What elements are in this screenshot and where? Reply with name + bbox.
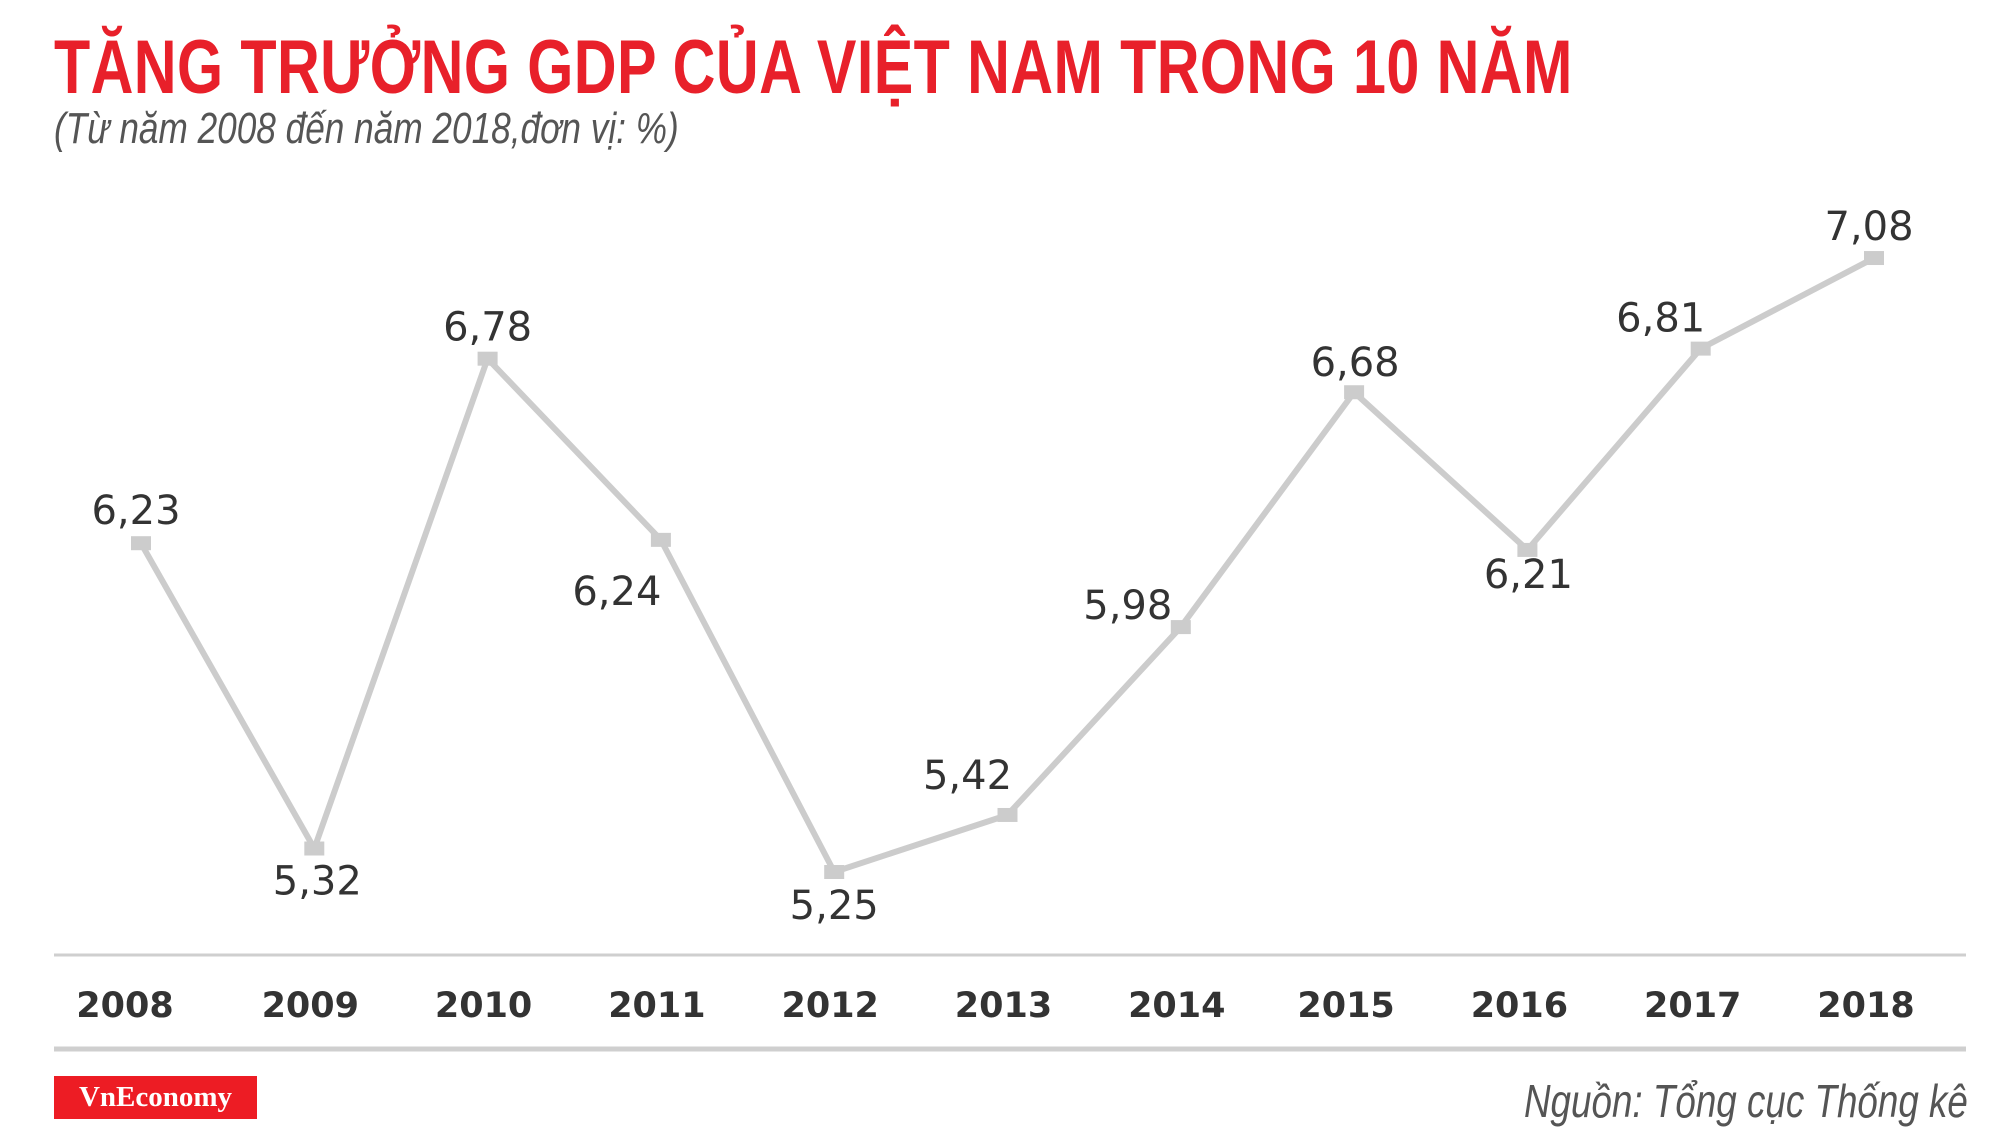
data-point-marker [824,865,845,879]
data-label: 6,24 [572,569,661,615]
data-label: 6,21 [1484,552,1573,598]
data-label: 5,42 [923,753,1012,799]
data-point-marker [304,841,325,856]
data-label: 6,23 [91,488,180,534]
data-point-marker [477,351,498,366]
x-tick-label: 2010 [435,986,532,1026]
x-tick-label: 2009 [262,986,359,1026]
vneconomy-logo: VnEconomy [54,1076,257,1119]
x-tick-label: 2014 [1128,986,1225,1026]
data-label: 6,81 [1616,296,1705,342]
data-label: 6,78 [443,305,532,351]
x-tick-label: 2011 [608,986,705,1026]
x-tick-label: 2008 [76,986,173,1026]
data-point-marker [1344,385,1365,400]
chart-subtitle: (Từ năm 2008 đến năm 2018,đơn vị: %) [54,104,679,153]
chart-title: TĂNG TRƯỞNG GDP CỦA VIỆT NAM TRONG 10 NĂ… [54,25,1573,110]
x-tick-label: 2018 [1817,986,1914,1026]
data-label: 6,68 [1311,340,1400,386]
x-tick-label: 2015 [1297,986,1394,1026]
data-point-marker [1170,620,1191,635]
x-tick-label: 2016 [1471,986,1568,1026]
data-point-marker [131,536,151,551]
data-point-marker [997,807,1018,822]
x-tick-label: 2012 [781,986,878,1026]
data-point-marker [1864,251,1884,266]
data-point-marker [1517,542,1538,557]
data-label: 5,32 [273,859,362,905]
data-label: 7,08 [1824,204,1913,250]
data-label: 5,25 [790,883,879,929]
data-point-marker [650,532,671,547]
source-note: Nguồn: Tổng cục Thống kê [1524,1075,1968,1127]
x-tick-label: 2013 [955,986,1052,1026]
data-point-marker [1690,341,1711,356]
x-tick-label: 2017 [1644,986,1741,1026]
data-label: 5,98 [1083,583,1172,629]
